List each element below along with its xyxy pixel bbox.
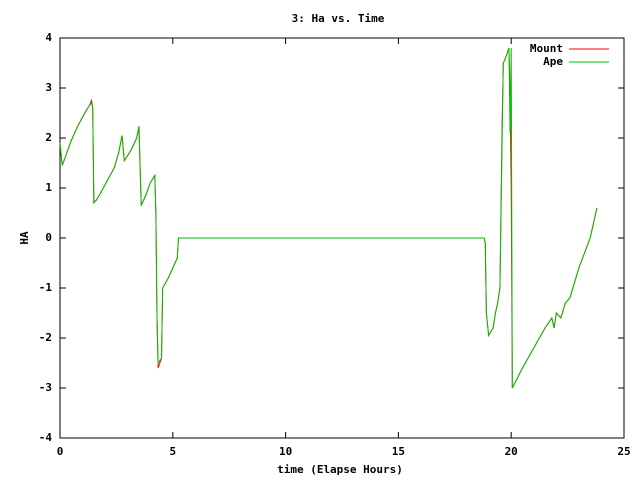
x-axis-label: time (Elapse Hours) bbox=[277, 463, 403, 476]
y-axis-label: HA bbox=[18, 231, 31, 245]
y-tick-label: 2 bbox=[45, 131, 52, 144]
x-tick-label: 5 bbox=[169, 445, 176, 458]
x-tick-label: 15 bbox=[392, 445, 405, 458]
legend-label: Mount bbox=[530, 42, 563, 55]
series-line bbox=[59, 47, 598, 389]
y-tick-label: -2 bbox=[39, 331, 52, 344]
y-tick-label: 1 bbox=[45, 181, 52, 194]
y-tick-label: -4 bbox=[39, 431, 53, 444]
y-tick-label: 4 bbox=[45, 31, 52, 44]
y-tick-label: 0 bbox=[45, 231, 52, 244]
chart-title: 3: Ha vs. Time bbox=[292, 12, 385, 25]
x-tick-label: 10 bbox=[279, 445, 292, 458]
x-tick-label: 20 bbox=[505, 445, 518, 458]
legend-label: Ape bbox=[543, 55, 563, 68]
y-tick-label: -1 bbox=[39, 281, 53, 294]
y-tick-label: -3 bbox=[39, 381, 52, 394]
x-tick-label: 0 bbox=[57, 445, 64, 458]
y-tick-label: 3 bbox=[45, 81, 52, 94]
x-tick-label: 25 bbox=[617, 445, 630, 458]
